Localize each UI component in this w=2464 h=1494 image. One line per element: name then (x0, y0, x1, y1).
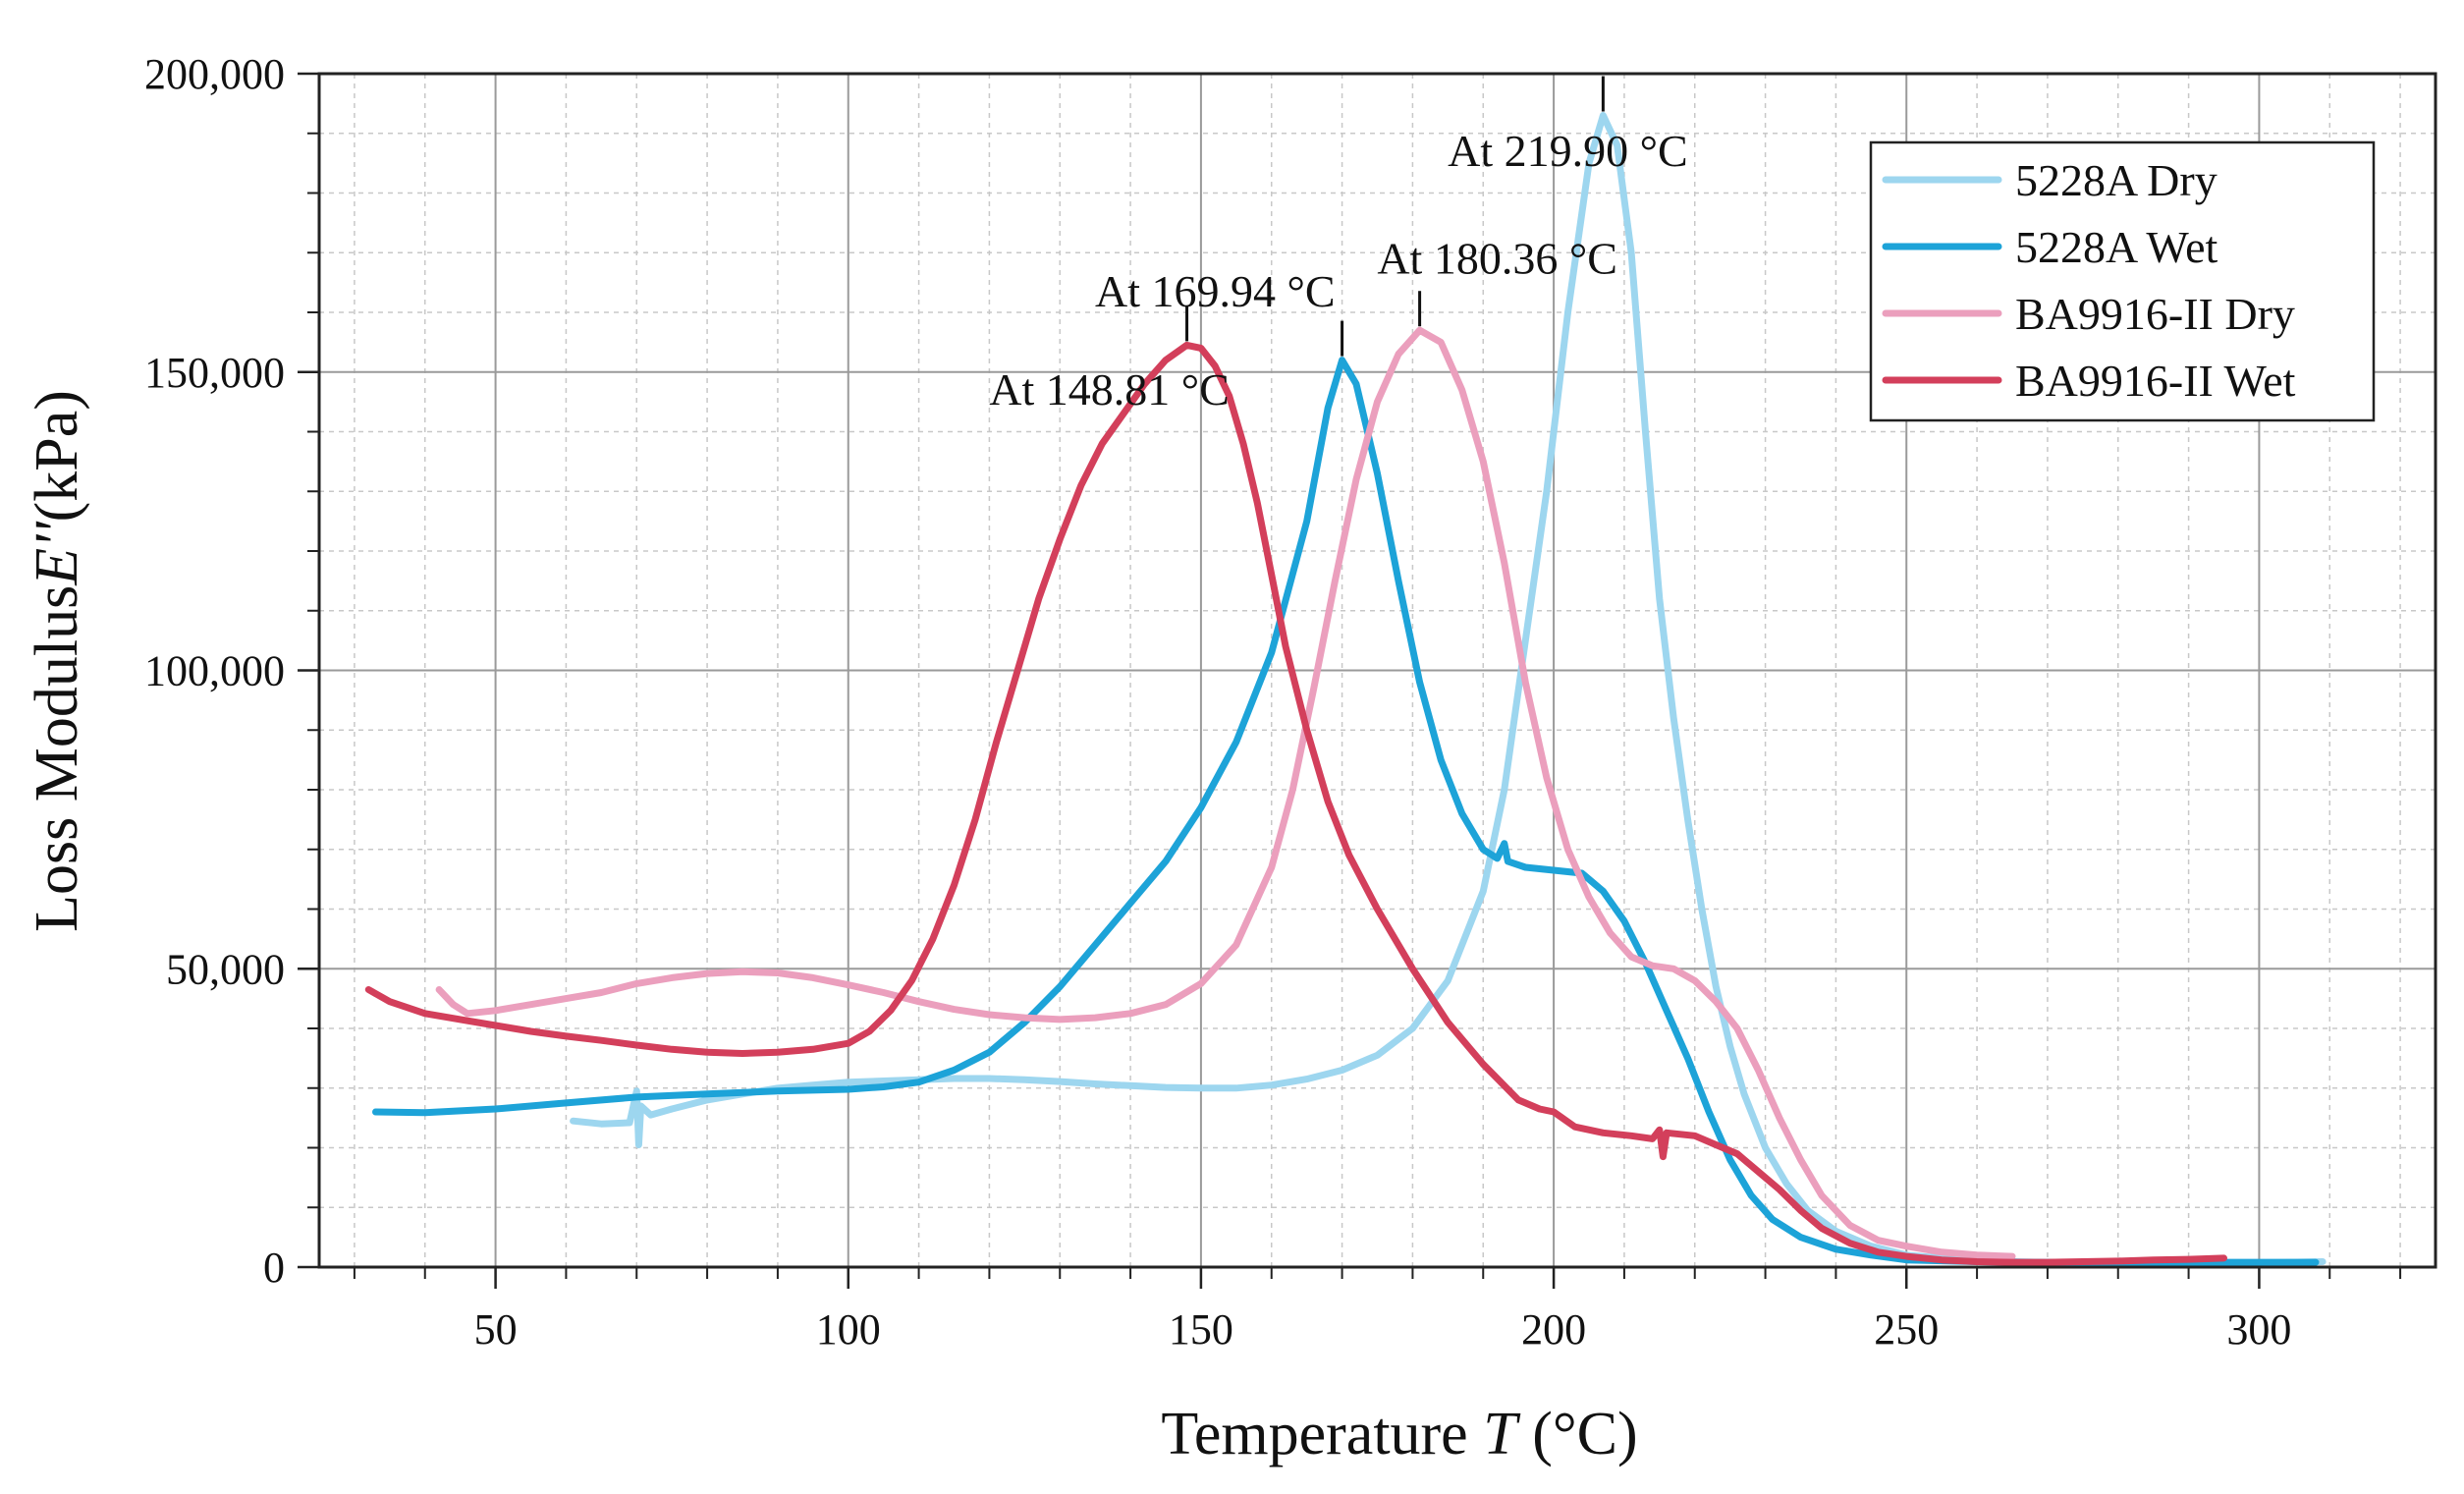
annotation-label: At 169.94 °C (1095, 266, 1336, 316)
series-layer (364, 112, 2327, 1267)
x-axis-title-prefix: Temperature (1161, 1401, 1483, 1467)
x-tick-label: 300 (2226, 1305, 2291, 1354)
y-axis-title: Loss ModulusE''(kPa) (24, 390, 90, 932)
y-tick-label: 50,000 (166, 945, 285, 993)
y-axis-title-unit: (kPa) (24, 390, 90, 522)
legend: 5228A Dry 5228A Wet BA9916-II Dry BA9916-II… (1869, 140, 2376, 422)
series-line-ba9916-ii-dry (435, 326, 2016, 1260)
series-line-5228a-wet (372, 357, 2320, 1266)
y-tick-label: 150,000 (144, 349, 285, 397)
x-tick-label: 100 (816, 1305, 881, 1354)
y-tick-label: 100,000 (144, 647, 285, 695)
x-tick-labels: 50 100 150 200 250 300 (474, 1305, 2292, 1354)
legend-box (1869, 140, 2376, 422)
x-tick-label: 200 (1521, 1305, 1586, 1354)
y-tick-labels: 0 50,000 100,000 150,000 200,000 (144, 50, 285, 1292)
legend-label: BA9916-II Dry (2015, 289, 2295, 339)
y-axis-title-prefix: Loss Modulus (24, 585, 90, 932)
y-tick-label: 200,000 (144, 50, 285, 98)
annotation-label: At 180.36 °C (1377, 234, 1617, 284)
series-line-ba9916-ii-wet (364, 341, 2227, 1266)
annotation-label: At 148.81 °C (989, 364, 1230, 415)
legend-entries: 5228A Dry 5228A Wet BA9916-II Dry BA9916-II… (1882, 155, 2296, 406)
x-axis-title-variable: T (1483, 1401, 1521, 1467)
annotation-layer: At 219.90 °C At 180.36 °C At 169.94 °C At 1… (989, 76, 1688, 415)
annotation-label: At 219.90 °C (1448, 126, 1688, 176)
x-axis-title: Temperature T (°C) (1161, 1401, 1637, 1467)
x-tick-label: 250 (1874, 1305, 1939, 1354)
legend-label: 5228A Dry (2015, 155, 2218, 205)
axis-ticks (298, 72, 2402, 1289)
x-axis-title-unit: (°C) (1517, 1401, 1638, 1467)
y-tick-label: 0 (263, 1244, 285, 1292)
x-tick-label: 150 (1169, 1305, 1233, 1354)
legend-label: 5228A Wet (2015, 222, 2218, 272)
y-axis-title-variable: E'' (24, 521, 90, 586)
x-tick-label: 50 (474, 1305, 518, 1354)
legend-label: BA9916-II Wet (2015, 356, 2296, 406)
